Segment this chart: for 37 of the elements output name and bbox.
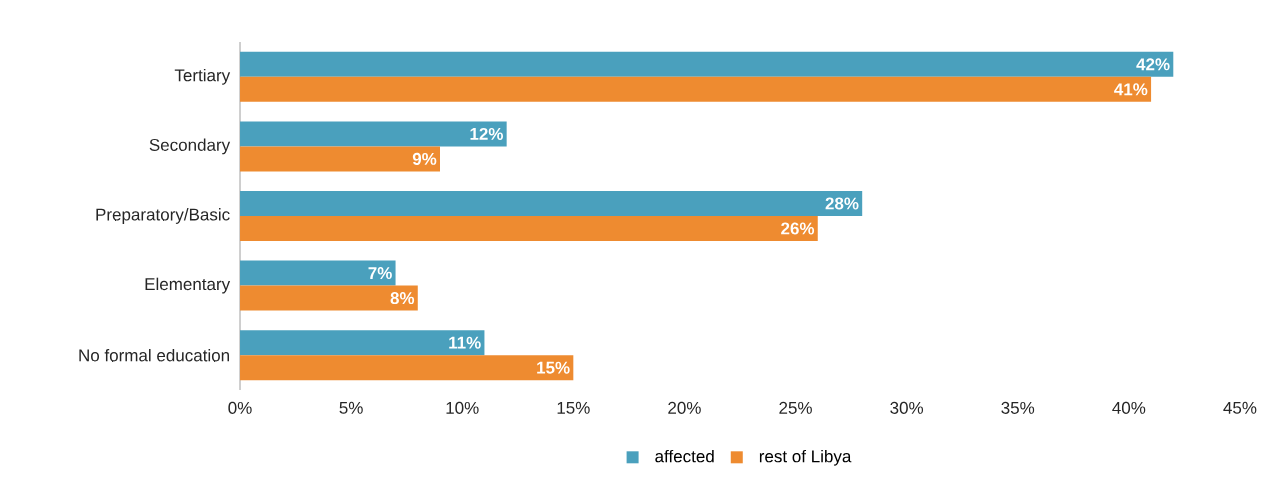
x-tick-label: 20% bbox=[668, 401, 701, 414]
data-label: 42% bbox=[1136, 58, 1170, 71]
bar bbox=[240, 146, 440, 172]
y-tick-label: Elementary bbox=[145, 277, 231, 294]
legend-label: rest of Libya bbox=[759, 449, 852, 466]
bar bbox=[240, 215, 818, 241]
data-label: 12% bbox=[470, 127, 504, 140]
y-tick-label: Tertiary bbox=[174, 68, 231, 85]
bar bbox=[240, 260, 396, 286]
bar bbox=[240, 190, 863, 216]
y-tick-label: Preparatory/Basic bbox=[96, 208, 230, 224]
bar bbox=[240, 330, 485, 356]
y-tick-label: Secondary bbox=[149, 138, 231, 155]
data-label: 41% bbox=[1114, 83, 1148, 96]
bar bbox=[240, 285, 418, 311]
x-tick-label: 0% bbox=[228, 401, 252, 414]
y-tick-label: No formal education bbox=[79, 348, 229, 362]
data-label: 15% bbox=[537, 361, 570, 374]
bar bbox=[240, 76, 1152, 102]
x-tick-label: 45% bbox=[1223, 401, 1257, 414]
x-tick-label: 35% bbox=[1001, 401, 1035, 414]
bar bbox=[240, 51, 1174, 77]
data-label: 26% bbox=[781, 222, 815, 235]
legend-label: affected bbox=[655, 449, 714, 463]
data-label: 9% bbox=[412, 152, 437, 165]
x-tick-label: 15% bbox=[557, 401, 590, 414]
bar bbox=[240, 355, 574, 381]
data-label: 7% bbox=[368, 267, 392, 280]
x-tick-label: 40% bbox=[1112, 401, 1146, 414]
x-tick-label: 5% bbox=[339, 401, 363, 414]
data-label: 28% bbox=[825, 197, 859, 210]
data-label: 11% bbox=[449, 336, 481, 349]
x-tick-label: 25% bbox=[779, 401, 812, 414]
x-tick-label: 10% bbox=[446, 401, 479, 414]
x-tick-label: 30% bbox=[890, 401, 924, 414]
bar bbox=[240, 121, 507, 147]
data-label: 8% bbox=[390, 292, 415, 305]
